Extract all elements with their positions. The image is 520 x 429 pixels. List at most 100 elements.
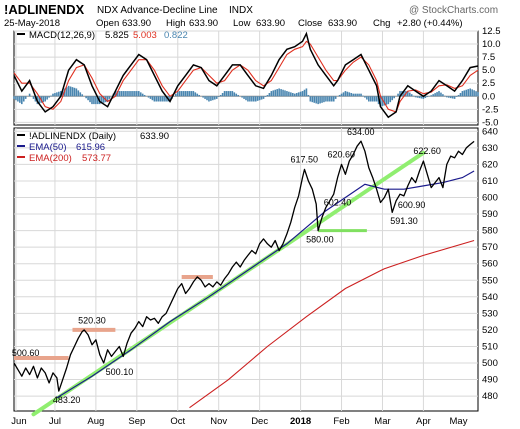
macd-histogram-bar [85,96,87,99]
macd-histogram-bar [330,96,333,102]
macd-histogram-bar [91,96,93,105]
macd-histogram-bar [229,91,232,97]
macd-histogram-bar [196,93,199,97]
macd-histogram-bar [424,96,427,98]
macd-histogram-bar [258,96,261,101]
macd-histogram-bar [346,91,349,97]
macd-y-tick-label: 10.0 [482,39,501,50]
macd-histogram-bar [198,94,201,97]
macd-histogram-bar [178,91,181,97]
macd-histogram-bar [13,96,15,99]
open-value: 633.90 [122,18,151,29]
price-annotation-label: 617.50 [290,155,318,165]
macd-histogram-bar [332,96,335,102]
price-annotation-label: 580.00 [306,235,334,245]
macd-histogram-bar [344,91,347,97]
macd-histogram-bar [176,91,179,97]
macd-histogram-bar [368,96,370,102]
macd-legend-value: 5.825 [105,30,129,41]
macd-histogram-bar [375,96,378,102]
macd-histogram-bar [416,96,419,98]
macd-histogram-bar [44,96,46,102]
ema200-legend-value: 573.77 [82,153,111,164]
macd-histogram-bar [108,96,111,99]
macd-histogram-bar [407,91,409,97]
high-value: 633.90 [189,18,218,29]
macd-grid [14,30,478,125]
price-annotation-label: 500.60 [12,348,40,358]
price-y-tick-label: 640 [482,126,498,137]
macd-histogram-bar [65,87,68,97]
macd-histogram-bar [221,93,224,97]
macd-histogram-bar [295,93,298,97]
macd-histogram-bar [342,92,345,97]
macd-histogram-bar [59,91,62,97]
macd-histogram-bar [245,96,247,101]
macd-histogram-bar [334,96,337,99]
macd-histogram-bar [442,94,444,97]
macd-panel-frame [13,30,479,126]
macd-histogram-bar [190,91,193,97]
macd-histogram-bar [24,96,27,99]
macd-histogram-bar [48,96,50,98]
price-annotation-label: 620.60 [328,149,356,159]
macd-histogram-bar [389,96,392,103]
price-panel-frame [13,127,479,412]
macd-histogram-bar [422,96,425,99]
macd-histogram-bar [412,95,415,97]
x-tick-label: Aug [87,416,104,427]
macd-histogram-bar [436,92,438,97]
macd-histogram-bar [418,96,421,99]
macd-histogram-bar [136,91,138,97]
macd-histogram-bar [128,91,130,97]
macd-y-tick-label: 7.5 [482,52,495,63]
high-label: High [166,18,186,29]
macd-histogram-bar [182,91,185,97]
macd-y-tick-label: 5.0 [482,65,495,76]
macd-histogram-bar [446,96,448,98]
macd-histogram-bar [282,89,284,97]
macd-histogram-bar [272,90,275,97]
macd-histogram-bar [89,96,91,103]
macd-y-tick-label: -5.0 [482,117,498,128]
macd-histogram-bar [348,92,351,97]
macd-histogram-bar [438,91,440,97]
macd-histogram-bar [301,91,304,97]
macd-histogram-bar [477,92,479,97]
x-tick-label: Sep [128,416,145,427]
price-annotation-label: 520.30 [78,315,106,325]
macd-histogram-bar [297,92,300,97]
ema200-legend-name: EMA(200) [29,153,72,164]
macd-histogram-bar [274,89,277,97]
macd-histogram-bar [309,96,312,102]
macd-histogram-bar [329,96,331,102]
macd-histogram-bar [467,89,470,97]
macd-histogram-bar [241,96,243,98]
price-y-tick-label: 530 [482,308,498,319]
x-tick-label: Jul [49,416,61,427]
price-plot [13,140,475,417]
macd-histogram-bar [210,96,212,101]
price-y-tick-label: 490 [482,375,498,386]
macd-histogram-bar [188,91,191,97]
macd-y-tick-label: -2.5 [482,104,498,115]
macd-histogram-bar [254,96,257,102]
macd-histogram-bar [256,96,259,101]
macd-histogram-bar [403,91,405,97]
macd-histogram-bar [284,90,286,97]
ema200-legend-swatch [17,156,25,158]
macd-histogram-bar [159,96,162,102]
x-tick-label: Oct [170,416,185,427]
macd-histogram-bar [290,92,292,97]
macd-histogram-bar [124,91,126,97]
macd-histogram-bar [325,96,327,102]
macd-histogram-bar [286,91,288,97]
price-annotation-label: 622.60 [413,146,441,156]
macd-histogram-bar [373,96,376,102]
ema50-legend-swatch [17,145,25,147]
low-value: 633.90 [256,18,285,29]
macd-histogram-bar [243,96,245,99]
price-y-axis: 640 630 620 610 600 590 580 570 560 550 540 530 520 5… [482,126,498,402]
macd-histogram-bar [455,96,458,97]
macd-histogram-bar [288,91,290,97]
